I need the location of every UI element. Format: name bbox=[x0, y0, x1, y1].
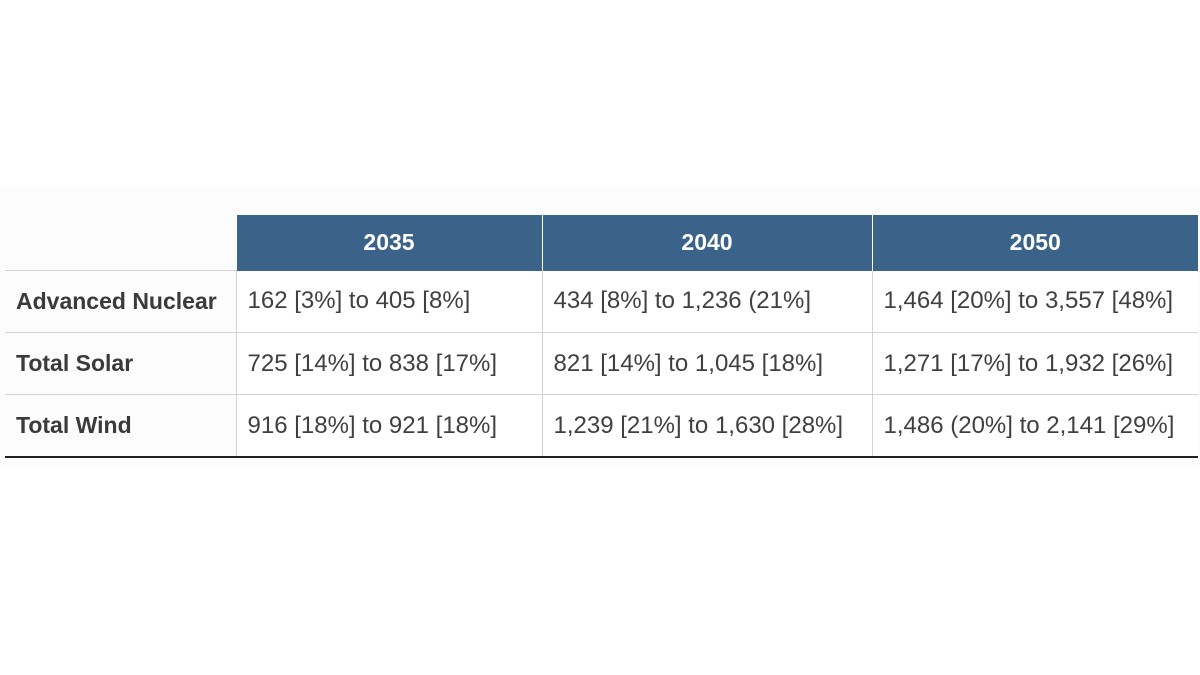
column-header-2035: 2035 bbox=[235, 215, 542, 271]
table-cell: 1,464 [20%] to 3,557 [48%] bbox=[871, 270, 1198, 333]
corner-cell bbox=[5, 215, 236, 271]
table-cell: 162 [3%] to 405 [8%] bbox=[235, 270, 542, 333]
column-header-2050: 2050 bbox=[871, 215, 1198, 271]
table-cell: 434 [8%] to 1,236 (21%] bbox=[541, 270, 872, 333]
table-cell: 1,271 [17%] to 1,932 [26%] bbox=[871, 332, 1198, 395]
table-row-total-wind: Total Wind 916 [18%] to 921 [18%] 1,239 … bbox=[5, 394, 1198, 458]
capacity-table: 2035 2040 2050 Advanced Nuclear 162 [3%]… bbox=[5, 215, 1198, 458]
table-row-advanced-nuclear: Advanced Nuclear 162 [3%] to 405 [8%] 43… bbox=[5, 270, 1198, 333]
table-cell: 1,239 [21%] to 1,630 [28%] bbox=[541, 394, 872, 458]
table-cell: 821 [14%] to 1,045 [18%] bbox=[541, 332, 872, 395]
header-row: 2035 2040 2050 bbox=[5, 215, 1198, 271]
table-cell: 1,486 (20%] to 2,141 [29%] bbox=[871, 394, 1198, 458]
column-header-2040: 2040 bbox=[541, 215, 872, 271]
table-row-total-solar: Total Solar 725 [14%] to 838 [17%] 821 [… bbox=[5, 332, 1198, 395]
row-label: Total Solar bbox=[5, 332, 236, 395]
table-cell: 916 [18%] to 921 [18%] bbox=[235, 394, 542, 458]
row-label: Total Wind bbox=[5, 394, 236, 458]
table-cell: 725 [14%] to 838 [17%] bbox=[235, 332, 542, 395]
row-label: Advanced Nuclear bbox=[16, 288, 217, 314]
